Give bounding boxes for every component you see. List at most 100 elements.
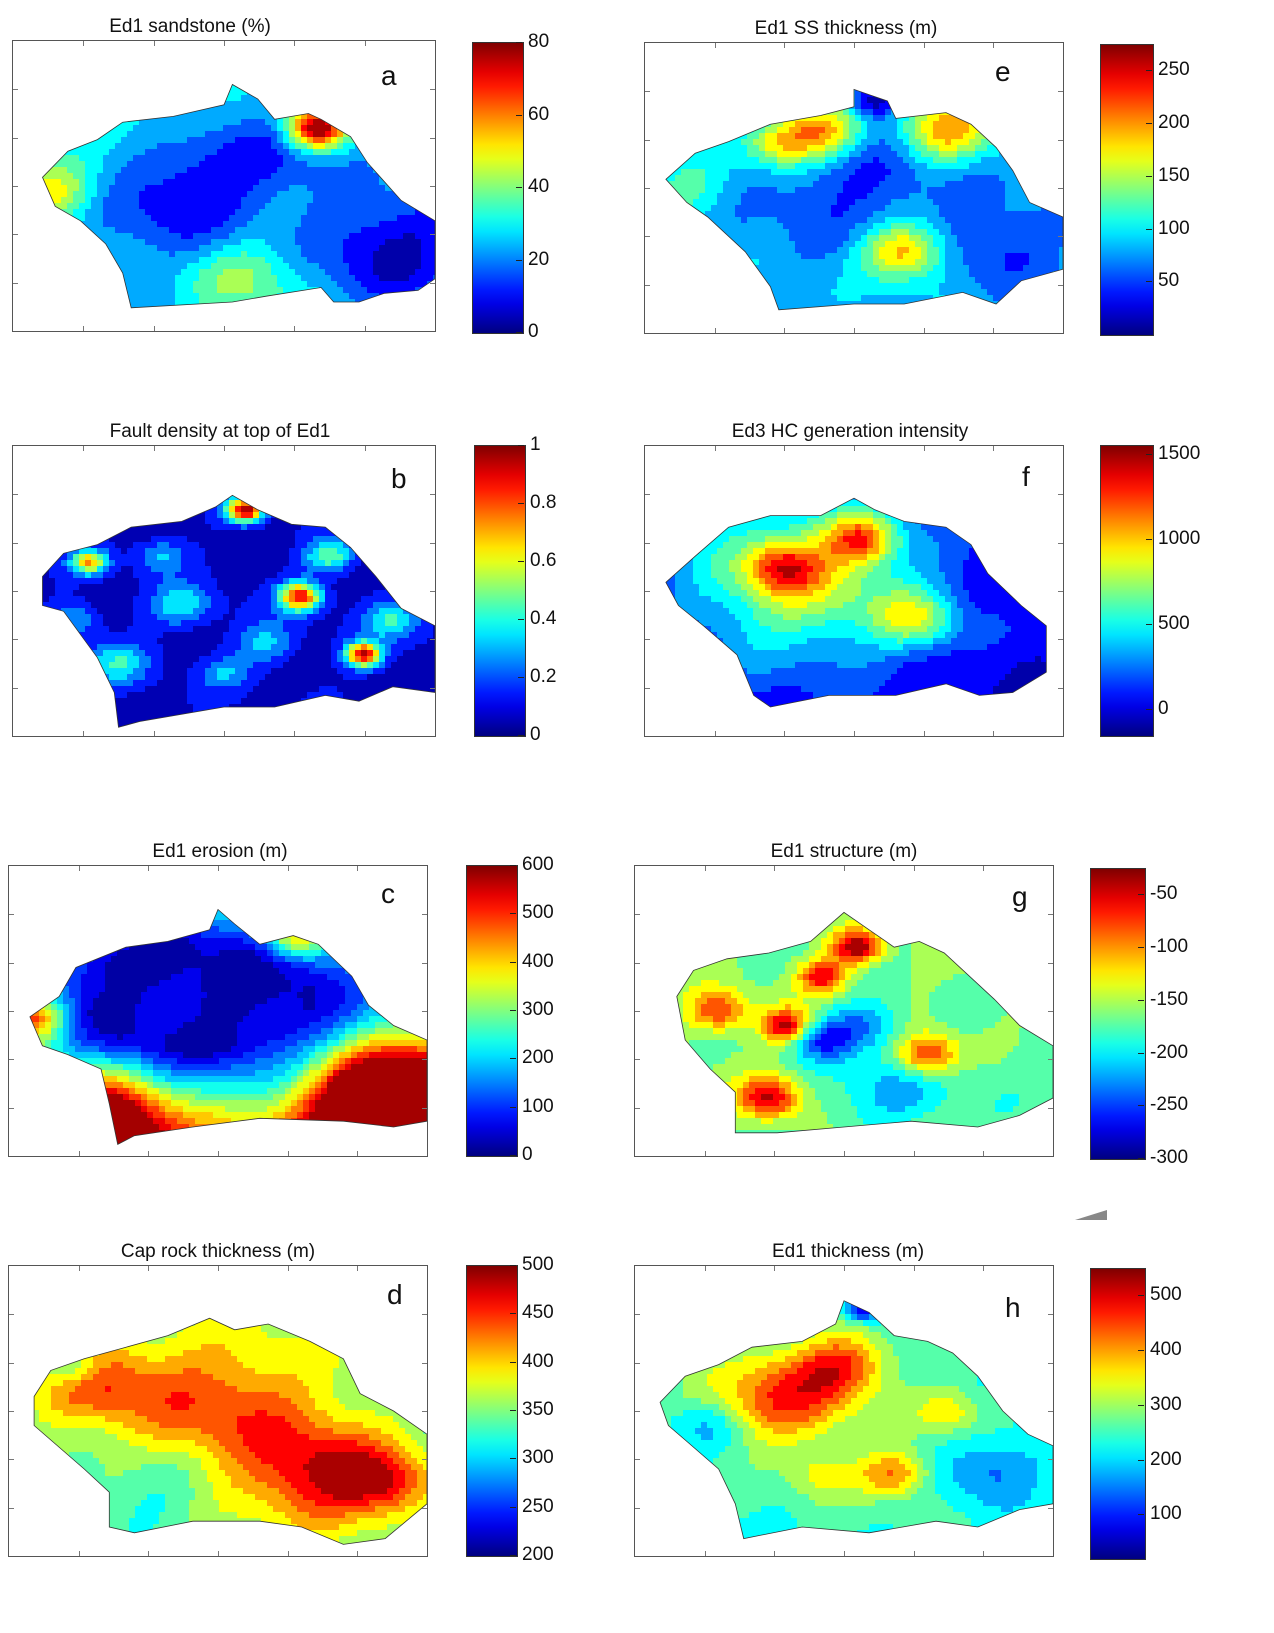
- heatmap-cell: [367, 506, 374, 513]
- heatmap-cell: [373, 452, 380, 459]
- heatmap-cell: [31, 293, 38, 300]
- heatmap-cell: [337, 251, 344, 258]
- heatmap-cell: [355, 119, 362, 126]
- heatmap-cell: [49, 167, 56, 174]
- heatmap-cell: [313, 59, 320, 66]
- heatmap-cell: [43, 470, 50, 477]
- heatmap-cell: [55, 84, 62, 90]
- heatmap-cell: [115, 458, 122, 465]
- heatmap-cell: [379, 329, 386, 331]
- heatmap-cell: [367, 548, 374, 555]
- heatmap-cell: [73, 500, 80, 507]
- heatmap-cell: [133, 89, 140, 96]
- heatmap-cell: [349, 560, 356, 567]
- heatmap-cell: [175, 185, 182, 192]
- heatmap-cell: [121, 84, 128, 90]
- heatmap-cell: [19, 83, 26, 90]
- heatmap-cell: [241, 107, 248, 114]
- heatmap-cell: [91, 41, 98, 48]
- heatmap-cell: [409, 84, 416, 90]
- heatmap-cell: [385, 506, 392, 513]
- heatmap-cell: [73, 512, 80, 519]
- heatmap-cell: [133, 560, 140, 567]
- heatmap-cell: [277, 47, 284, 54]
- heatmap-cell: [295, 281, 302, 288]
- heatmap-cell: [319, 317, 326, 324]
- heatmap-cell: [295, 53, 302, 60]
- heatmap-cell: [157, 113, 164, 120]
- heatmap-cell: [61, 185, 68, 192]
- heatmap-cell: [223, 227, 230, 234]
- heatmap-cell: [211, 305, 218, 308]
- heatmap-cell: [289, 47, 296, 54]
- heatmap-cell: [121, 488, 128, 495]
- heatmap-cell: [61, 84, 68, 90]
- heatmap-cell: [313, 476, 320, 483]
- heatmap-cell: [115, 143, 122, 150]
- heatmap-cell: [97, 209, 104, 216]
- heatmap-cell: [91, 143, 98, 150]
- heatmap-cell: [49, 101, 56, 108]
- heatmap-cell: [37, 323, 44, 330]
- heatmap-cell: [295, 257, 302, 264]
- heatmap-cell: [43, 512, 50, 519]
- heatmap-cell: [115, 155, 122, 162]
- heatmap-cell: [385, 311, 392, 318]
- heatmap-cell: [211, 293, 218, 300]
- heatmap-cell: [391, 257, 398, 264]
- heatmap-cell: [181, 476, 188, 483]
- heatmap-cell: [247, 536, 254, 543]
- heatmap-cell: [289, 281, 296, 288]
- heatmap-cell: [313, 554, 320, 561]
- heatmap-cell: [433, 155, 435, 162]
- heatmap-cell: [121, 71, 128, 78]
- heatmap-cell: [415, 518, 422, 525]
- heatmap-cell: [25, 554, 32, 561]
- heatmap-cell: [403, 101, 410, 108]
- heatmap-cell: [199, 84, 206, 90]
- heatmap-cell: [391, 155, 398, 162]
- heatmap-cell: [391, 221, 398, 228]
- heatmap-cell: [433, 275, 435, 282]
- heatmap-cell: [265, 191, 272, 198]
- heatmap-cell: [19, 287, 26, 294]
- heatmap-cell: [199, 536, 206, 543]
- heatmap-cell: [373, 275, 380, 282]
- heatmap-cell: [343, 47, 350, 54]
- heatmap-cell: [133, 53, 140, 60]
- heatmap-cell: [43, 560, 50, 567]
- heatmap-cell: [13, 287, 20, 294]
- heatmap-cell: [169, 227, 176, 234]
- heatmap-cell: [79, 495, 86, 501]
- heatmap-cell: [259, 173, 266, 180]
- heatmap-cell: [307, 269, 314, 276]
- heatmap-cell: [163, 84, 170, 90]
- colorbar: [472, 42, 524, 334]
- heatmap-cell: [373, 495, 380, 501]
- heatmap-cell: [325, 89, 332, 96]
- heatmap-cell: [271, 41, 278, 48]
- heatmap-cell: [25, 233, 32, 240]
- heatmap-cell: [55, 495, 62, 501]
- heatmap-cell: [241, 179, 248, 186]
- heatmap-cell: [253, 233, 260, 240]
- heatmap-cell: [97, 317, 104, 324]
- heatmap-cell: [265, 257, 272, 264]
- heatmap-cell: [277, 84, 284, 90]
- heatmap-cell: [391, 191, 398, 198]
- heatmap-cell: [145, 548, 152, 555]
- heatmap-cell: [79, 41, 86, 48]
- heatmap-cell: [277, 185, 284, 192]
- heatmap-cell: [55, 131, 62, 138]
- heatmap-cell: [409, 488, 416, 495]
- heatmap-cell: [43, 65, 50, 72]
- heatmap-cell: [115, 101, 122, 108]
- heatmap-cell: [235, 305, 242, 308]
- heatmap-cell: [253, 269, 260, 276]
- heatmap-cell: [181, 221, 188, 228]
- heatmap-cell: [367, 482, 374, 489]
- heatmap-cell: [307, 47, 314, 54]
- heatmap-cell: [79, 506, 86, 513]
- heatmap-cell: [139, 458, 146, 465]
- heatmap-cell: [61, 518, 68, 525]
